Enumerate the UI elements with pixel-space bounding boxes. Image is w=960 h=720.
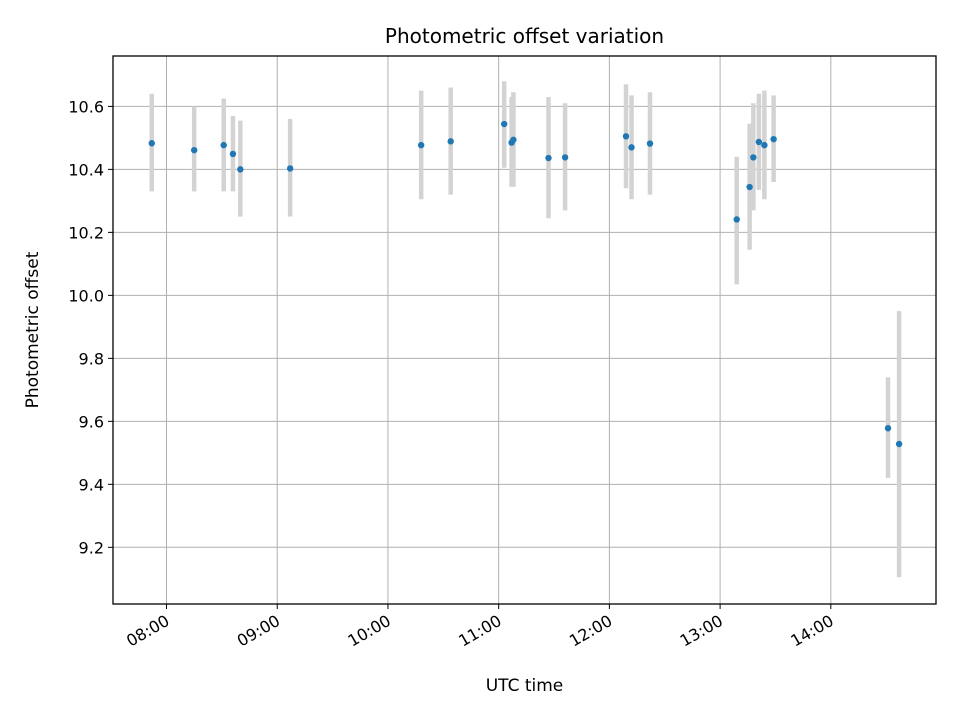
plot-frame — [112, 55, 937, 605]
data-point — [220, 141, 227, 149]
data-point — [746, 183, 753, 191]
x-axis-label: UTC time — [486, 676, 564, 696]
data-point — [761, 141, 768, 149]
data-point — [622, 133, 630, 140]
data-point — [770, 135, 777, 143]
y-tick-label: 9.8 — [79, 349, 104, 368]
data-point — [417, 141, 425, 149]
data-point — [148, 140, 155, 147]
y-tick-label: 10.2 — [68, 223, 104, 242]
y-axis-label: Photometric offset — [23, 251, 43, 408]
data-point — [750, 154, 757, 161]
y-tick-label: 10.4 — [68, 160, 104, 179]
data-point — [545, 154, 552, 162]
point-layer — [148, 120, 903, 448]
data-point — [447, 138, 454, 145]
y-tick-label: 9.6 — [79, 412, 104, 431]
data-point — [628, 144, 635, 151]
data-point — [510, 136, 517, 143]
data-point — [286, 165, 294, 172]
y-tick-label: 10.0 — [68, 286, 104, 305]
data-point — [646, 140, 654, 147]
data-point — [755, 138, 763, 146]
y-tick-label: 9.4 — [79, 475, 104, 494]
data-point — [884, 425, 892, 432]
data-point — [190, 146, 198, 154]
data-point — [561, 154, 569, 161]
data-point — [501, 120, 508, 128]
data-point — [895, 440, 903, 448]
y-tick-label: 10.6 — [68, 97, 104, 116]
y-tick-label: 9.2 — [79, 538, 104, 557]
data-point — [237, 166, 244, 173]
data-point — [733, 216, 740, 223]
chart-title: Photometric offset variation — [385, 24, 664, 48]
data-point — [229, 150, 237, 158]
grid-layer — [113, 56, 936, 604]
